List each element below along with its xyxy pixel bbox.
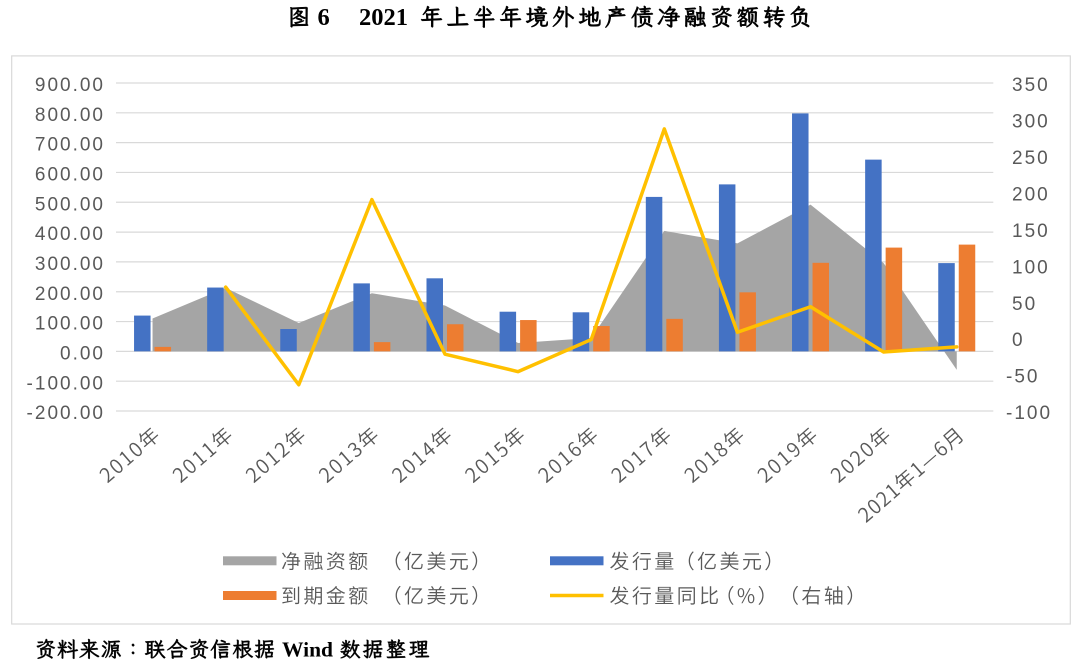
svg-text:6: 6: [318, 4, 330, 31]
svg-text:800.00: 800.00: [35, 105, 105, 126]
svg-text:300: 300: [1012, 112, 1050, 133]
svg-text:300.00: 300.00: [35, 254, 105, 275]
svg-text:-50: -50: [1006, 367, 1039, 388]
svg-text:100: 100: [1012, 257, 1050, 278]
svg-text:150: 150: [1012, 221, 1050, 242]
svg-text:700.00: 700.00: [35, 135, 105, 156]
svg-text:50: 50: [1012, 294, 1037, 315]
svg-text:350: 350: [1012, 75, 1050, 96]
svg-text:900.00: 900.00: [35, 75, 105, 96]
svg-text:-100: -100: [1006, 403, 1052, 424]
svg-text:500.00: 500.00: [35, 194, 105, 215]
svg-text:-200.00: -200.00: [27, 403, 105, 424]
svg-text:200.00: 200.00: [35, 284, 105, 305]
svg-text:600.00: 600.00: [35, 165, 105, 186]
svg-text:250: 250: [1012, 148, 1050, 169]
svg-text:2021: 2021: [359, 4, 408, 31]
svg-text:-100.00: -100.00: [27, 373, 105, 394]
svg-text:0: 0: [1012, 330, 1025, 351]
svg-text:Wind: Wind: [282, 638, 333, 662]
svg-text:200: 200: [1012, 184, 1050, 205]
svg-text:400.00: 400.00: [35, 224, 105, 245]
svg-text:100.00: 100.00: [35, 314, 105, 335]
svg-text:0.00: 0.00: [60, 343, 105, 364]
